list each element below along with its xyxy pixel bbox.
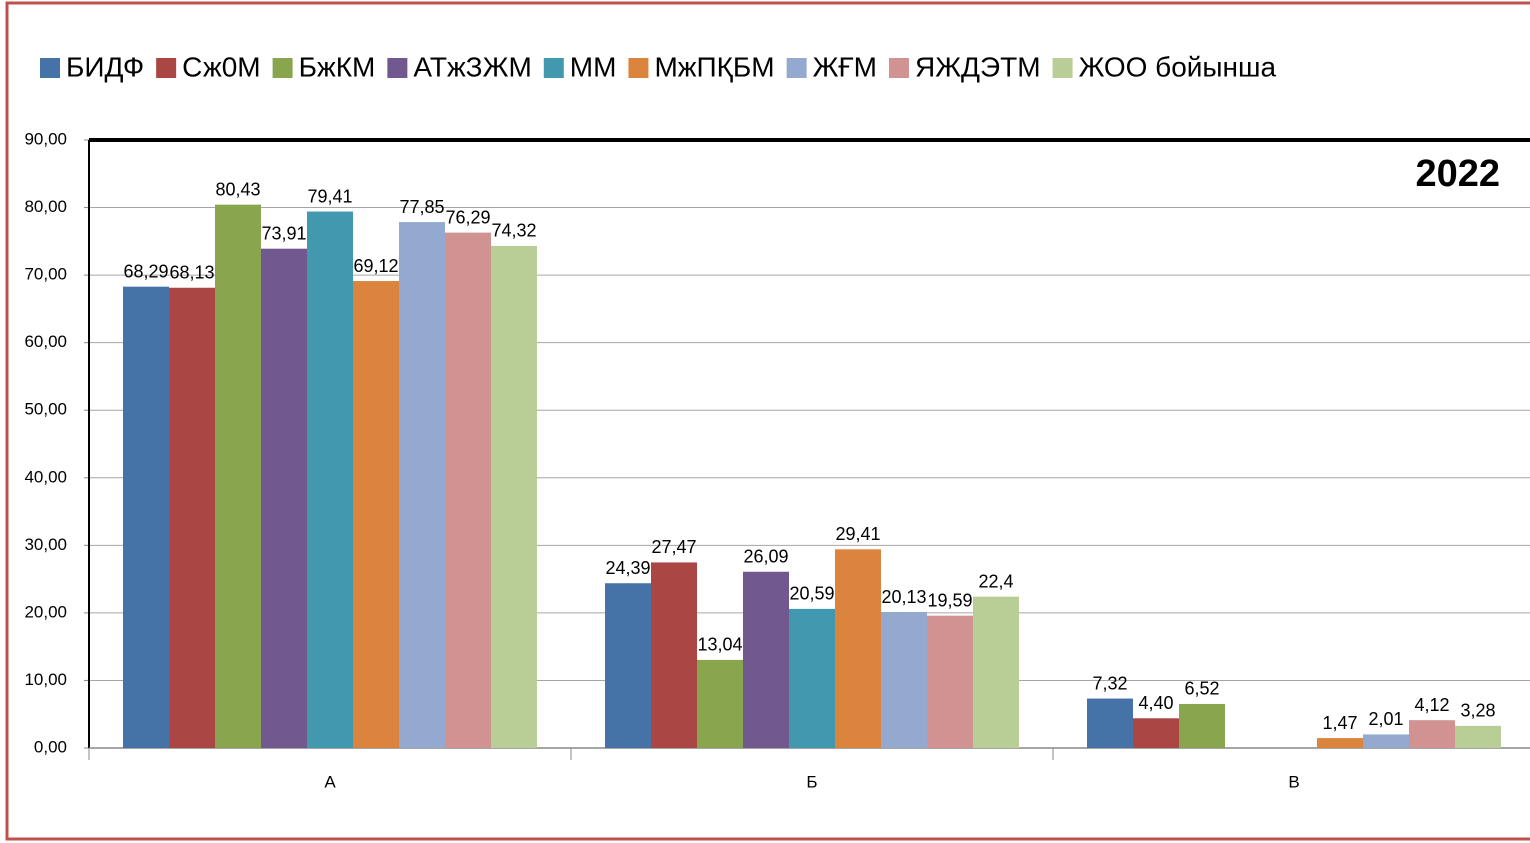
legend-label: АТжЗЖМ [413, 51, 531, 82]
data-label: 1,47 [1322, 713, 1357, 733]
data-label: 74,32 [491, 221, 536, 241]
bar [1317, 738, 1363, 748]
bar [169, 287, 215, 748]
bar [1409, 720, 1455, 748]
y-tick-label: 50,00 [24, 400, 67, 419]
bar [881, 612, 927, 748]
legend-swatch [40, 58, 60, 78]
data-label: 7,32 [1092, 673, 1127, 693]
x-tick-label: А [324, 772, 336, 791]
y-tick-label: 10,00 [24, 670, 67, 689]
data-label: 26,09 [743, 546, 788, 566]
bar [927, 615, 973, 748]
legend-swatch [543, 58, 564, 78]
y-tick-label: 60,00 [24, 332, 67, 351]
data-label: 3,28 [1460, 701, 1495, 721]
y-tick-label: 40,00 [24, 467, 67, 486]
y-tick-label: 20,00 [24, 602, 67, 621]
bar [307, 211, 353, 749]
bar [1455, 725, 1501, 748]
data-label: 4,12 [1414, 695, 1449, 715]
bar [491, 245, 537, 748]
bar [215, 204, 261, 749]
bar [445, 232, 491, 749]
data-label: 22,4 [978, 571, 1013, 591]
legend-label: Сж0М [182, 51, 260, 82]
bar [605, 583, 651, 748]
bar [651, 562, 697, 748]
x-tick-label: Б [806, 772, 817, 791]
data-label: 6,52 [1184, 679, 1219, 699]
y-tick-label: 30,00 [24, 535, 67, 554]
bar [743, 571, 789, 748]
data-label: 68,29 [123, 261, 168, 281]
data-label: 24,39 [605, 558, 650, 578]
data-label: 79,41 [307, 186, 352, 206]
data-label: 20,13 [881, 587, 926, 607]
data-label: 29,41 [835, 524, 880, 544]
x-tick-label: В [1288, 772, 1299, 791]
legend-swatch [387, 58, 408, 78]
data-label: 76,29 [445, 207, 490, 227]
data-label: 73,91 [261, 223, 306, 243]
bar [353, 281, 399, 748]
legend-swatch [156, 58, 177, 78]
legend-label: ЖОО бойынша [1079, 51, 1277, 82]
y-tick-label: 80,00 [24, 197, 67, 216]
data-label: 68,13 [169, 262, 214, 282]
legend-swatch [888, 58, 909, 78]
data-label: 2,01 [1368, 709, 1403, 729]
bar [1179, 703, 1225, 748]
data-label: 19,59 [927, 590, 972, 610]
bar [789, 608, 835, 748]
data-label: 27,47 [651, 537, 696, 557]
legend-swatch [786, 58, 807, 78]
legend-label: ЯЖДЭТМ [915, 51, 1041, 82]
data-label: 4,40 [1138, 693, 1173, 713]
legend-swatch [628, 58, 649, 78]
y-tick-label: 70,00 [24, 265, 67, 284]
data-label: 69,12 [353, 256, 398, 276]
data-label: 20,59 [789, 584, 834, 604]
legend-label: БжКМ [299, 51, 376, 82]
data-label: 77,85 [399, 197, 444, 217]
legend-swatch [1052, 58, 1073, 78]
bar [399, 222, 445, 748]
legend-label: МжПҚБМ [654, 51, 774, 82]
bar [1133, 718, 1179, 748]
y-tick-label: 0,00 [34, 737, 67, 756]
legend-label: ЖҒМ [813, 51, 877, 82]
year-annotation: 2022 [1415, 153, 1500, 195]
bar [697, 659, 743, 748]
bar [261, 248, 307, 748]
bar [1363, 734, 1409, 748]
bar [1087, 698, 1133, 748]
legend-label: БИДФ [66, 51, 144, 82]
y-tick-label: 90,00 [24, 129, 67, 148]
bar [835, 549, 881, 748]
legend-swatch [272, 58, 293, 78]
data-label: 80,43 [215, 179, 260, 199]
bar [973, 596, 1019, 748]
bar [123, 286, 169, 748]
data-label: 13,04 [697, 635, 742, 655]
legend-label: ММ [570, 51, 617, 82]
